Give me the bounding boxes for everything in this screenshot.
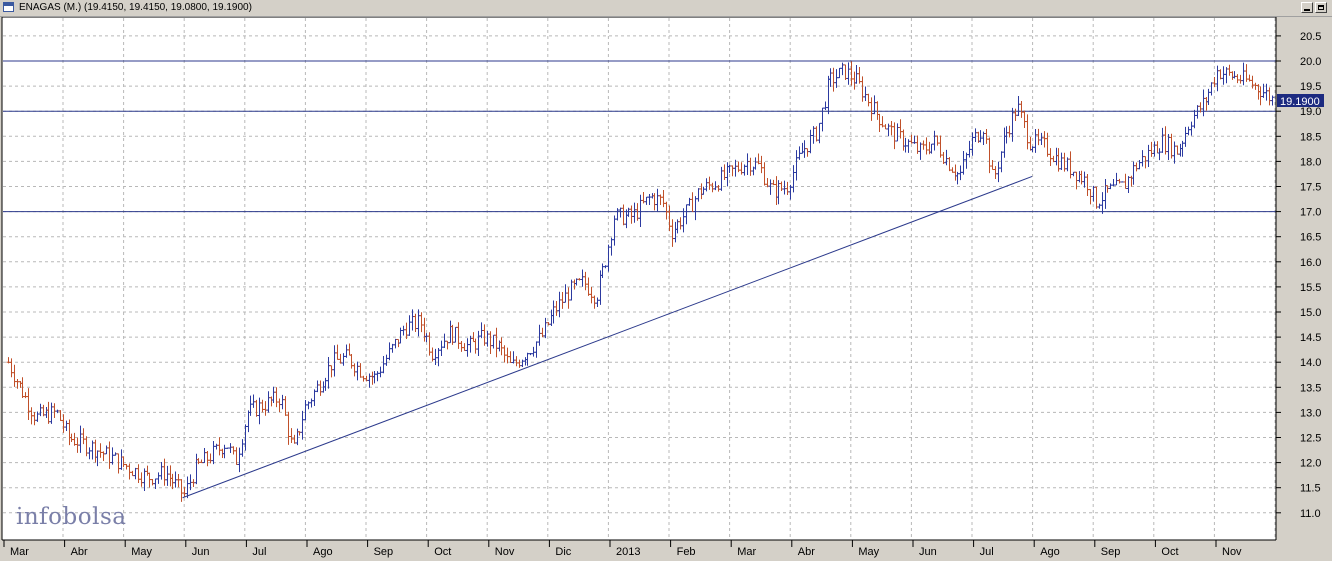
last-price-label: 19.1900 xyxy=(1280,96,1320,108)
x-tick-label: May xyxy=(858,546,879,558)
infobolsa-watermark: infobolsa xyxy=(16,504,126,530)
ohlc-bars xyxy=(6,61,1275,502)
x-tick-label: Abr xyxy=(798,546,815,558)
y-tick-label: 17.5 xyxy=(1300,182,1321,194)
y-tick-label: 20.0 xyxy=(1300,56,1321,68)
x-tick-label: Jun xyxy=(919,546,937,558)
y-tick-label: 14.5 xyxy=(1300,332,1321,344)
x-axis: Mar Abr May Jun Jul Ago Sep Oct Nov Dic 2013 Feb Mar… xyxy=(3,540,1242,558)
x-tick-label: Sep xyxy=(374,546,394,558)
y-tick-label: 20.5 xyxy=(1300,31,1321,43)
horizontal-levels xyxy=(3,60,1276,213)
plot-area xyxy=(2,17,1276,540)
x-tick-label: Abr xyxy=(71,546,88,558)
y-tick-label: 13.5 xyxy=(1300,382,1321,394)
y-tick-label: 19.0 xyxy=(1300,106,1321,118)
y-axis: 20.5 20.0 19.5 19.0 18.5 18.0 17.5 17.0 16.5 16.0… xyxy=(1276,31,1321,520)
last-price-marker: 19.1900 xyxy=(1277,94,1324,108)
vertical-grid xyxy=(62,18,1276,539)
title-bar[interactable]: ENAGAS (M.) (19.4150, 19.4150, 19.0800, … xyxy=(0,0,1332,17)
window-title: ENAGAS (M.) (19.4150, 19.4150, 19.0800, … xyxy=(19,2,252,13)
y-tick-label: 18.5 xyxy=(1300,131,1321,143)
chart-window-icon xyxy=(3,2,14,12)
x-tick-label: Dic xyxy=(555,546,571,558)
x-tick-label: Oct xyxy=(434,546,451,558)
y-tick-label: 18.0 xyxy=(1300,156,1321,168)
trendline xyxy=(182,175,1033,499)
x-tick-label: Jun xyxy=(192,546,210,558)
x-tick-label: Jul xyxy=(252,546,266,558)
x-tick-label: Ago xyxy=(1040,546,1060,558)
x-tick-label: Mar xyxy=(737,546,756,558)
y-tick-label: 15.0 xyxy=(1300,307,1321,319)
x-tick-label: Nov xyxy=(495,546,515,558)
x-tick-label: Sep xyxy=(1101,546,1121,558)
restore-button[interactable] xyxy=(1315,2,1327,13)
x-tick-label: May xyxy=(131,546,152,558)
y-tick-label: 15.5 xyxy=(1300,282,1321,294)
y-tick-label: 17.0 xyxy=(1300,207,1321,219)
x-tick-label: Mar xyxy=(10,546,29,558)
y-tick-label: 16.0 xyxy=(1300,257,1321,269)
x-tick-label: Ago xyxy=(313,546,333,558)
y-tick-label: 11.5 xyxy=(1300,483,1321,495)
y-tick-label: 12.0 xyxy=(1300,458,1321,470)
y-tick-label: 12.5 xyxy=(1300,433,1321,445)
y-tick-label: 13.0 xyxy=(1300,407,1321,419)
y-tick-label: 19.5 xyxy=(1300,81,1321,93)
x-tick-label: Oct xyxy=(1161,546,1178,558)
price-chart: infobolsa 20.5 20.0 19.5 19.0 18.5 18.0 17.5 17… xyxy=(1,17,1324,558)
last-price-box xyxy=(1277,94,1324,107)
y-tick-label: 11.0 xyxy=(1300,508,1321,520)
y-tick-label: 16.5 xyxy=(1300,232,1321,244)
x-tick-label: Nov xyxy=(1222,546,1242,558)
minimize-button[interactable] xyxy=(1301,2,1313,13)
x-tick-label: 2013 xyxy=(616,546,640,558)
y-tick-label: 14.0 xyxy=(1300,357,1321,369)
x-tick-label: Jul xyxy=(980,546,994,558)
x-tick-label: Feb xyxy=(677,546,696,558)
